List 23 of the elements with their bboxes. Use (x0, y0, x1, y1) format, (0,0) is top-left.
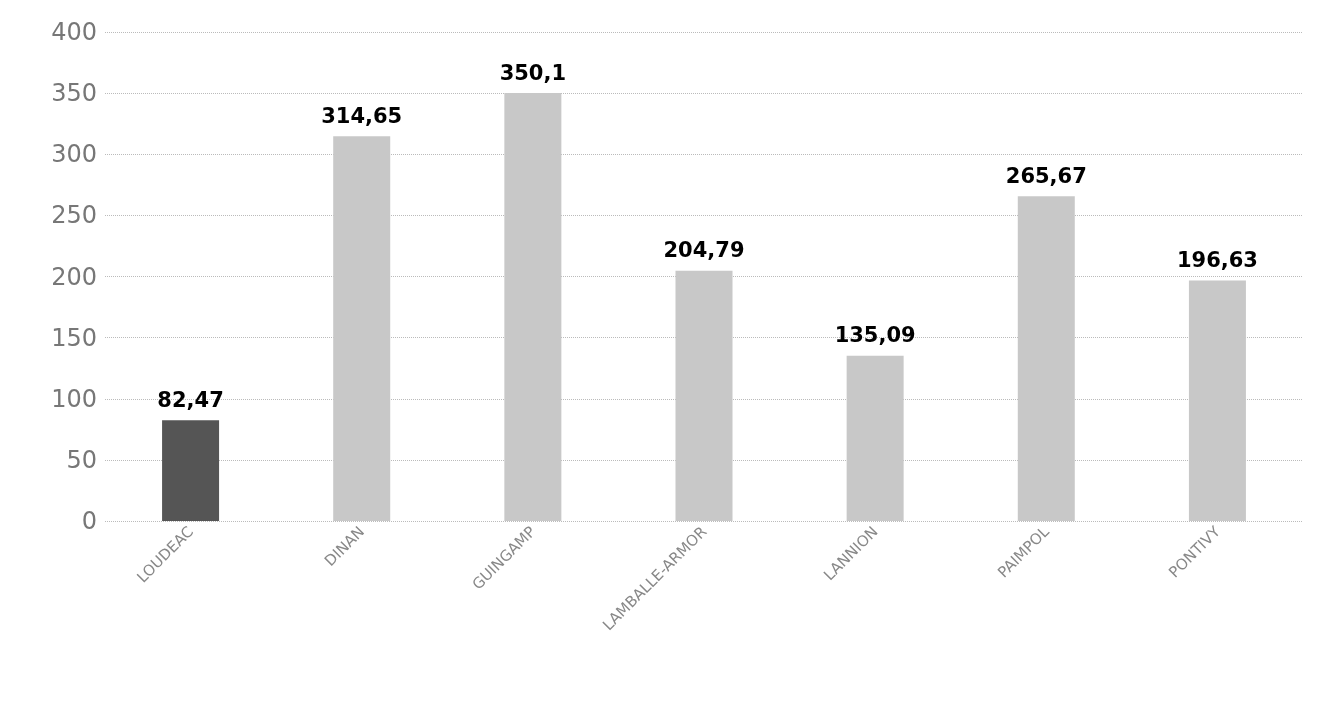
data-label: 350,1 (499, 60, 567, 85)
bar (162, 420, 220, 521)
data-label: 265,67 (1005, 163, 1087, 188)
data-label: 204,79 (663, 238, 745, 263)
y-tick-label: 0 (81, 507, 97, 535)
y-tick-label: 50 (66, 445, 97, 474)
bar (675, 270, 733, 521)
bar (1017, 196, 1075, 521)
y-tick-label: 150 (51, 323, 97, 352)
data-label: 135,09 (834, 323, 916, 348)
y-tick-label: 200 (51, 262, 97, 291)
y-tick-label: 250 (51, 201, 97, 230)
bar (504, 93, 562, 521)
data-label: 314,65 (321, 103, 403, 128)
bar (333, 136, 391, 521)
bar (1188, 280, 1246, 521)
y-tick-label: 400 (51, 18, 97, 46)
y-tick-label: 100 (51, 384, 97, 413)
y-tick-label: 300 (51, 140, 97, 169)
data-label: 196,63 (1176, 248, 1258, 273)
data-label: 82,47 (157, 387, 224, 412)
bar (846, 355, 904, 521)
y-tick-label: 350 (51, 79, 97, 108)
